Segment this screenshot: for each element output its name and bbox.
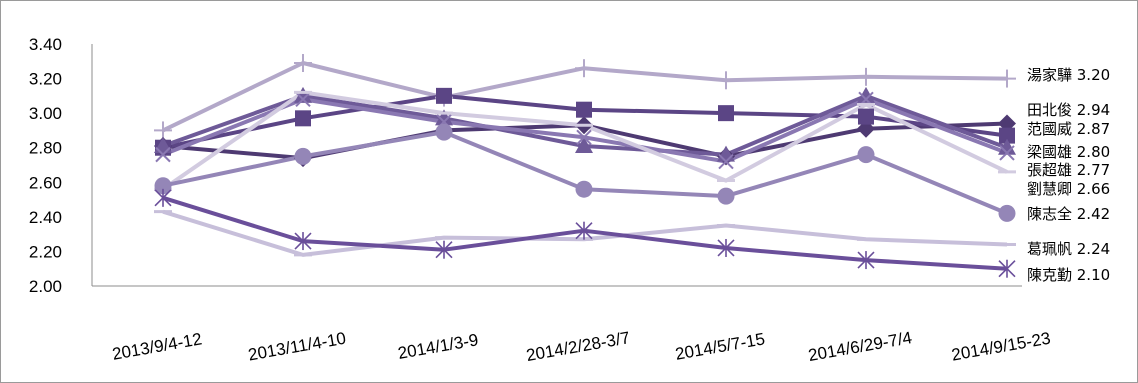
y-tick-labels: 2.00 2.20 2.40 2.60 2.80 3.00 3.20 3.40	[29, 35, 62, 296]
data-point	[436, 87, 452, 104]
x-tick-label: 2014/6/29-7/4	[807, 328, 914, 365]
data-point	[435, 109, 453, 126]
series-end-label: 范國威 2.87	[1027, 120, 1110, 138]
y-tick-label: 2.60	[29, 173, 62, 192]
data-point	[717, 238, 735, 257]
data-point	[857, 67, 875, 86]
data-point	[294, 86, 312, 103]
series-end-label: 劉慧卿 2.66	[1027, 180, 1110, 198]
data-point	[294, 147, 312, 165]
data-point	[154, 121, 172, 140]
y-tick-label: 2.80	[29, 139, 62, 158]
data-point	[718, 105, 734, 122]
data-point	[998, 138, 1016, 155]
data-point	[717, 187, 735, 205]
data-point	[435, 240, 453, 259]
x-tick-label: 2014/2/28-3/7	[525, 328, 632, 365]
y-tick-label: 2.00	[29, 277, 62, 296]
data-point	[999, 145, 1015, 161]
data-point	[435, 123, 453, 141]
data-point	[576, 129, 592, 146]
series-end-label: 葛珮帆 2.24	[1027, 240, 1110, 258]
y-tick-label: 2.40	[29, 208, 62, 227]
series-line-8	[162, 195, 1008, 271]
x-tick-label: 2013/9/4-12	[111, 329, 204, 363]
y-tick-label: 3.00	[29, 104, 62, 123]
data-point	[294, 54, 312, 73]
data-point	[155, 146, 171, 163]
data-point	[575, 221, 593, 240]
series-end-label: 梁國雄 2.80	[1027, 143, 1110, 161]
y-tick-label: 3.20	[29, 70, 62, 89]
data-point	[575, 180, 593, 198]
series-end-label: 張超雄 2.77	[1027, 161, 1110, 179]
series-end-label: 陳志全 2.42	[1027, 205, 1110, 223]
series-end-label: 陳克勤 2.10	[1027, 266, 1110, 284]
y-tick-label: 3.40	[29, 35, 62, 54]
data-point	[858, 108, 874, 125]
y-tick-label: 2.20	[29, 242, 62, 261]
series-line-7	[162, 209, 1008, 257]
data-point	[575, 136, 593, 153]
series-markers	[154, 54, 1016, 278]
data-point	[999, 127, 1015, 144]
data-point	[857, 251, 875, 270]
data-point	[857, 146, 875, 164]
series-end-label: 湯家驊 3.20	[1027, 66, 1110, 84]
x-tick-label: 2014/5/7-15	[674, 329, 767, 363]
x-tick-label: 2014/9/15-23	[950, 329, 1052, 365]
data-point	[154, 177, 172, 195]
data-point	[998, 259, 1016, 278]
data-point	[575, 59, 593, 78]
data-point	[998, 69, 1016, 88]
data-point	[857, 86, 875, 103]
x-tick-label: 2014/1/3-9	[396, 330, 479, 363]
data-point	[154, 188, 172, 207]
data-point	[576, 101, 592, 118]
data-point	[294, 232, 312, 251]
data-point	[717, 71, 735, 90]
data-point	[998, 204, 1016, 222]
data-point	[295, 110, 311, 127]
data-point	[295, 91, 311, 108]
x-tick-labels: 2013/9/4-12 2013/11/4-10 2014/1/3-9 2014/2/…	[111, 328, 1052, 365]
x-tick-label: 2013/11/4-10	[247, 329, 348, 365]
series-end-label: 田北俊 2.94	[1027, 101, 1110, 119]
data-point	[718, 153, 734, 170]
